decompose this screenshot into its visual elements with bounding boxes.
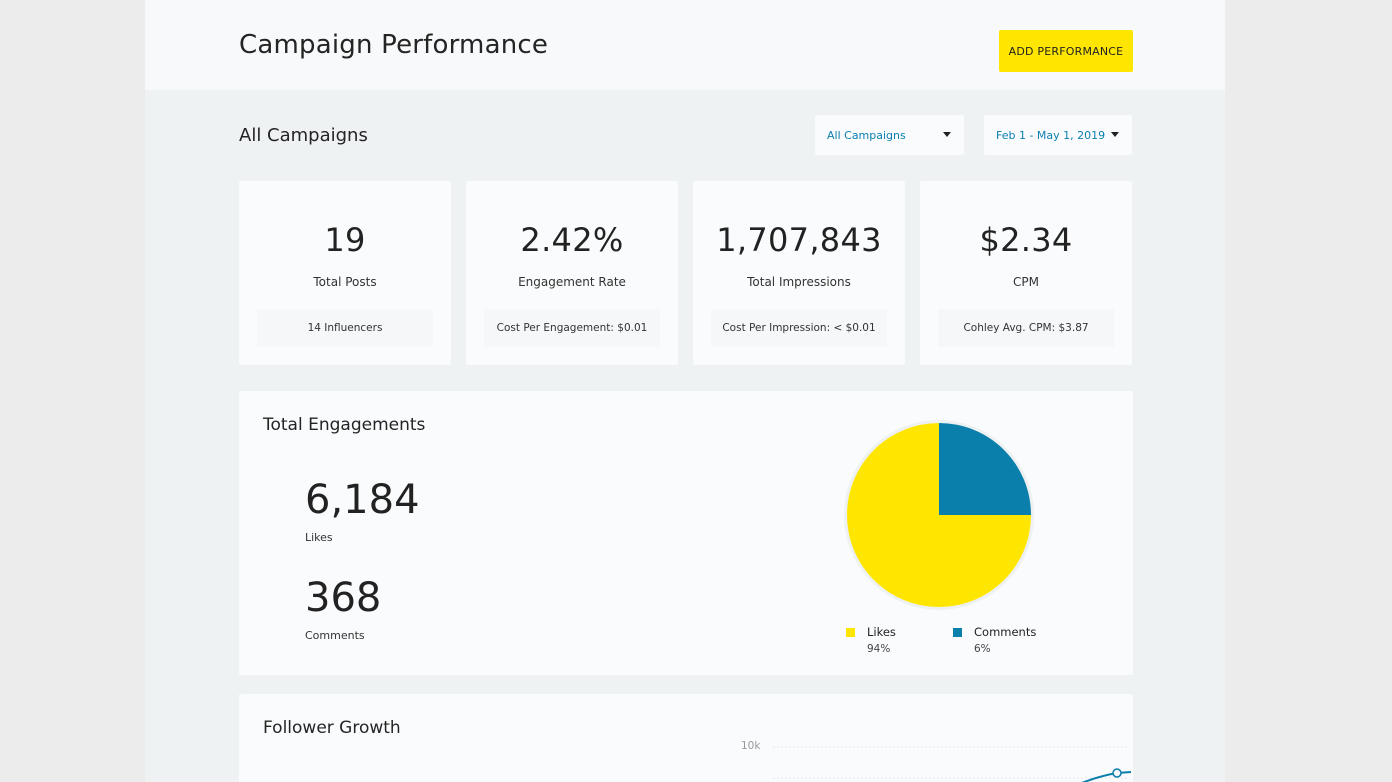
header-bar: Campaign Performance ADD PERFORMANCE: [145, 0, 1225, 90]
total-engagements-panel: Total Engagements 6,184 Likes 368 Commen…: [239, 391, 1133, 675]
stat-card-total-posts: 19 Total Posts 14 Influencers: [239, 181, 451, 365]
campaign-select-value: All Campaigns: [827, 128, 906, 142]
stat-label: CPM: [1013, 275, 1039, 289]
stat-subtext: Cost Per Impression: < $0.01: [711, 309, 887, 347]
legend-label: Likes: [867, 625, 896, 639]
panel-title: Follower Growth: [263, 718, 401, 738]
stat-card-cpm: $2.34 CPM Cohley Avg. CPM: $3.87: [920, 181, 1132, 365]
likes-count: 6,184: [305, 477, 420, 523]
comments-count: 368: [305, 575, 382, 621]
follower-growth-chart: [773, 746, 1132, 782]
pie-slice-likes: [847, 423, 1031, 607]
follower-growth-panel: Follower Growth 10k: [239, 694, 1133, 782]
legend-swatch-comments: [953, 628, 962, 637]
panel-title: Total Engagements: [263, 415, 426, 435]
date-range-select[interactable]: Feb 1 - May 1, 2019: [984, 115, 1132, 155]
legend-swatch-likes: [846, 628, 855, 637]
y-axis-tick-label: 10k: [741, 740, 761, 752]
legend-percent: 6%: [974, 643, 991, 655]
page-title: Campaign Performance: [239, 30, 549, 60]
stat-card-total-impressions: 1,707,843 Total Impressions Cost Per Imp…: [693, 181, 905, 365]
date-range-value: Feb 1 - May 1, 2019: [996, 128, 1106, 142]
stat-label: Engagement Rate: [518, 275, 626, 289]
stat-value: 2.42%: [520, 221, 624, 259]
add-performance-button[interactable]: ADD PERFORMANCE: [999, 30, 1133, 72]
stat-value: 1,707,843: [716, 221, 882, 259]
pie-slice-comments: [939, 423, 1031, 515]
legend-percent: 94%: [867, 643, 891, 655]
stat-label: Total Impressions: [747, 275, 851, 289]
section-title: All Campaigns: [239, 125, 368, 146]
data-point: [1112, 768, 1122, 778]
engagement-pie-chart: [844, 420, 1034, 610]
caret-down-icon: [1111, 132, 1119, 137]
stat-subtext: Cost Per Engagement: $0.01: [484, 309, 660, 347]
caret-down-icon: [943, 132, 951, 137]
stat-value: 19: [324, 221, 366, 259]
legend-label: Comments: [974, 625, 1037, 639]
comments-label: Comments: [305, 629, 365, 642]
series-line: [1081, 771, 1132, 782]
stat-subtext: 14 Influencers: [257, 309, 433, 347]
stat-card-engagement-rate: 2.42% Engagement Rate Cost Per Engagemen…: [466, 181, 678, 365]
page: Campaign Performance ADD PERFORMANCE All…: [145, 0, 1225, 782]
likes-label: Likes: [305, 531, 333, 544]
stat-subtext: Cohley Avg. CPM: $3.87: [938, 309, 1114, 347]
campaign-select[interactable]: All Campaigns: [815, 115, 964, 155]
stat-value: $2.34: [979, 221, 1073, 259]
stat-label: Total Posts: [313, 275, 377, 289]
